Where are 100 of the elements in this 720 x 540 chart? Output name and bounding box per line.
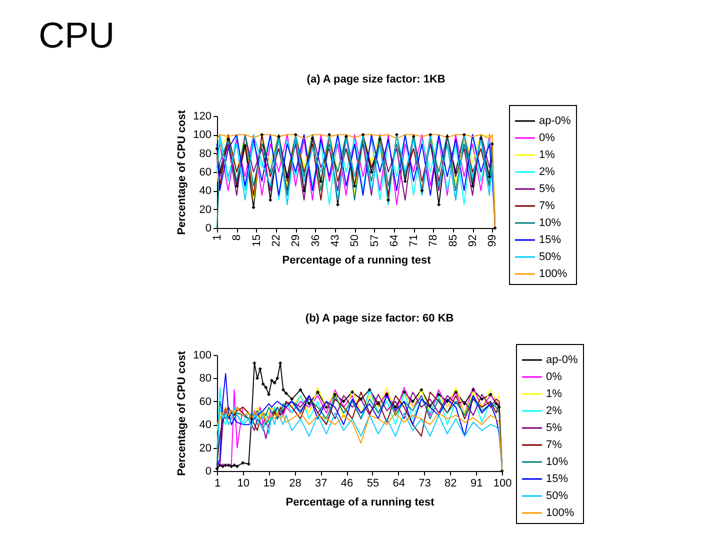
x-tick-label: 92 — [467, 234, 480, 247]
chart-title: (b) A page size factor: 60 KB — [305, 312, 454, 324]
y-tick-label: 120 — [193, 110, 212, 122]
point — [226, 138, 230, 141]
point — [277, 134, 280, 138]
point — [378, 138, 382, 141]
point — [462, 133, 466, 136]
point — [402, 390, 406, 394]
y-tick-label: 80 — [199, 148, 212, 160]
point — [437, 392, 440, 396]
point — [428, 133, 432, 136]
point — [256, 376, 259, 380]
point — [488, 175, 491, 178]
y-axis-title: Percentage of CPU cost — [176, 110, 188, 235]
point — [272, 381, 276, 384]
x-tick-label: 1 — [214, 478, 221, 490]
point — [268, 198, 272, 202]
x-axis-title: Percentage of a running test — [286, 496, 435, 508]
point — [221, 464, 224, 468]
legend-label: 7% — [539, 200, 556, 212]
y-tick-label: 20 — [199, 204, 212, 216]
point — [376, 402, 380, 406]
text: CPU — [38, 14, 115, 56]
point — [344, 134, 348, 138]
point — [361, 133, 365, 136]
point — [235, 184, 238, 188]
point — [250, 417, 254, 420]
legend-label: 1% — [539, 149, 556, 161]
point — [411, 400, 414, 403]
x-tick-label: 71 — [408, 234, 420, 247]
point — [276, 376, 280, 380]
point — [308, 402, 311, 406]
legend-label: 0% — [539, 132, 556, 144]
point — [252, 362, 256, 365]
legend-label: 100% — [539, 268, 568, 280]
point — [437, 203, 440, 206]
point — [350, 390, 354, 394]
x-tick-label: 85 — [447, 234, 460, 247]
point — [328, 133, 331, 136]
point — [420, 189, 424, 192]
x-tick-label: 1 — [212, 234, 224, 241]
y-tick-label: 0 — [205, 222, 212, 234]
point — [404, 180, 407, 183]
point — [294, 133, 298, 136]
point — [316, 390, 320, 394]
legend-label: 15% — [546, 473, 568, 485]
point — [454, 170, 458, 174]
x-axis-title: Percentage of a running test — [282, 254, 432, 267]
x-tick-label: 10 — [237, 478, 250, 490]
legend-label: 7% — [546, 439, 562, 451]
x-tick-label: 82 — [444, 478, 457, 490]
point — [385, 392, 388, 396]
point — [490, 142, 494, 146]
point — [241, 461, 244, 464]
legend-label: 10% — [546, 456, 568, 468]
legend-label: 2% — [546, 405, 562, 417]
x-tick-label: 99 — [486, 234, 499, 247]
point — [282, 388, 285, 392]
legend-label: ap-0% — [539, 115, 572, 127]
x-tick-label: 15 — [250, 234, 263, 247]
point — [286, 175, 289, 178]
x-tick-label: 19 — [263, 478, 276, 490]
point — [270, 378, 274, 382]
legend-label: 15% — [539, 234, 562, 246]
point — [462, 402, 466, 406]
point — [494, 402, 498, 406]
point — [224, 464, 228, 467]
point — [278, 362, 282, 365]
y-tick-label: 80 — [199, 372, 212, 385]
point — [218, 464, 222, 467]
legend-label: 0% — [546, 371, 562, 383]
point — [420, 388, 423, 392]
legend-label: 5% — [539, 183, 556, 195]
point — [232, 464, 236, 467]
point — [218, 170, 222, 174]
y-tick-label: 100 — [193, 129, 212, 142]
x-tick-label: 100 — [493, 478, 512, 490]
point — [236, 464, 239, 468]
y-tick-label: 40 — [199, 419, 212, 432]
point — [394, 406, 398, 409]
point — [498, 406, 501, 409]
x-tick-label: 64 — [388, 234, 400, 247]
x-tick-label: 50 — [349, 234, 362, 247]
point — [395, 133, 398, 136]
x-tick-label: 28 — [289, 478, 302, 490]
x-tick-label: 73 — [418, 478, 431, 490]
x-tick-label: 46 — [340, 478, 354, 490]
x-tick-label: 78 — [428, 234, 440, 247]
y-tick-label: 0 — [205, 466, 212, 478]
chart-title: (a) A page size factor: 1KB — [306, 74, 446, 86]
point — [215, 147, 219, 150]
point — [226, 464, 230, 467]
point — [324, 406, 328, 409]
legend-label: 50% — [546, 490, 568, 502]
x-tick-label: 43 — [329, 234, 342, 247]
point — [290, 398, 294, 401]
point — [446, 400, 449, 403]
point — [342, 400, 346, 403]
y-tick-label: 40 — [199, 185, 212, 198]
legend-label: ap-0% — [546, 354, 578, 366]
